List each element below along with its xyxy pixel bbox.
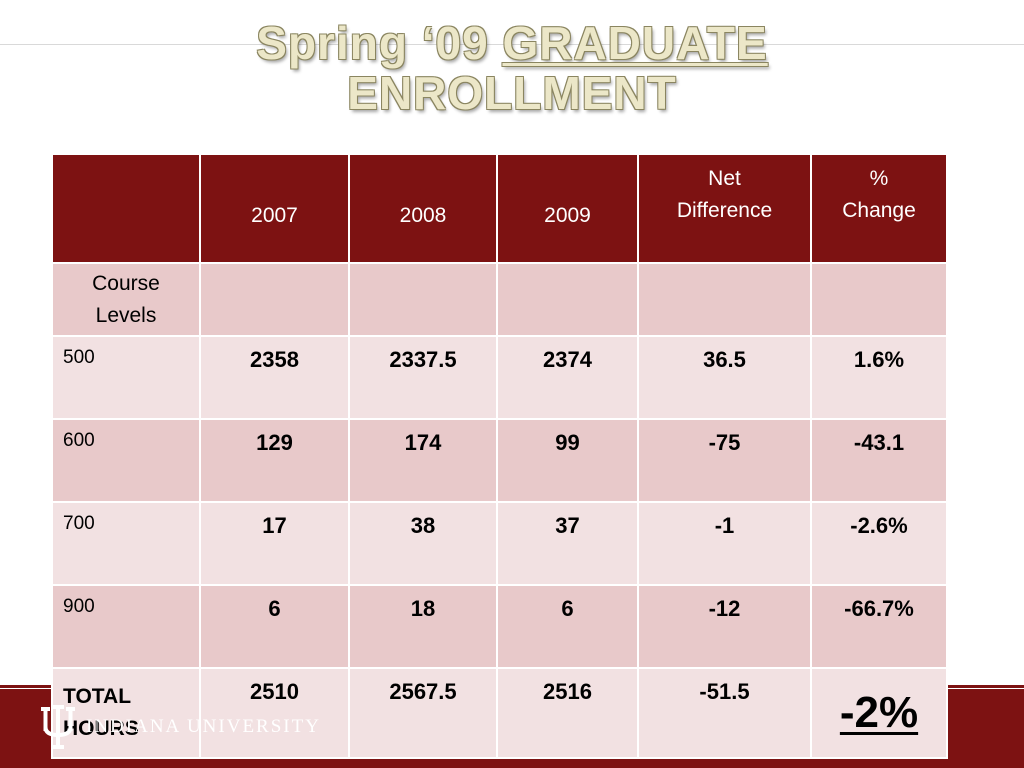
slide-title: Spring ‘09 GRADUATE ENROLLMENT	[0, 18, 1024, 118]
table-cell	[637, 262, 812, 337]
table-header-row: 2007 2008 2009 Net Difference % Change	[51, 153, 948, 264]
table-cell	[810, 262, 948, 337]
top-divider	[0, 44, 1024, 45]
header-pct-line-2: Change	[842, 199, 916, 222]
enrollment-table: 2007 2008 2009 Net Difference % Change C…	[51, 153, 948, 759]
cell-2009: 37	[496, 501, 639, 586]
header-2009: 2009	[496, 153, 639, 264]
cell-2007: 129	[199, 418, 350, 503]
title-line-2: ENROLLMENT	[347, 67, 677, 119]
table-cell	[199, 262, 350, 337]
header-2008: 2008	[348, 153, 498, 264]
row-label: 900	[51, 584, 201, 669]
header-percent-change: % Change	[810, 153, 948, 264]
total-hours-label: TOTAL HOURS	[51, 667, 201, 759]
total-label-line-2: HOURS	[63, 717, 139, 740]
title-line-1: Spring ‘09 GRADUATE	[0, 18, 1024, 68]
course-levels-label: Course Levels	[51, 262, 201, 337]
total-label-line-1: TOTAL	[63, 685, 132, 708]
table-row: 600 129 174 99 -75 -43.1	[51, 418, 948, 503]
total-net: -51.5	[637, 667, 812, 759]
header-net-line-1: Net	[708, 167, 741, 190]
cell-2008: 18	[348, 584, 498, 669]
row-label: 600	[51, 418, 201, 503]
cell-net: -75	[637, 418, 812, 503]
cell-pct: -66.7%	[810, 584, 948, 669]
header-pct-line-1: %	[869, 167, 889, 190]
row-label: 700	[51, 501, 201, 586]
cell-2007: 17	[199, 501, 350, 586]
table-cell	[496, 262, 639, 337]
cell-2008: 174	[348, 418, 498, 503]
cell-2009: 2374	[496, 335, 639, 420]
table-row: 900 6 18 6 -12 -66.7%	[51, 584, 948, 669]
cell-pct: -2.6%	[810, 501, 948, 586]
university-name: INDIANA UNIVERSITY	[86, 716, 321, 737]
header-2007: 2007	[199, 153, 350, 264]
cell-2007: 6	[199, 584, 350, 669]
course-levels-line-1: Course	[92, 271, 160, 295]
cell-net: -12	[637, 584, 812, 669]
cell-2008: 2337.5	[348, 335, 498, 420]
table-row: 500 2358 2337.5 2374 36.5 1.6%	[51, 335, 948, 420]
cell-net: 36.5	[637, 335, 812, 420]
cell-pct: 1.6%	[810, 335, 948, 420]
cell-2007: 2358	[199, 335, 350, 420]
table-row-total: TOTAL HOURS 2510 2567.5 2516 -51.5 -2%	[51, 667, 948, 759]
table-cell	[348, 262, 498, 337]
total-2008: 2567.5	[348, 667, 498, 759]
table-row-course-levels: Course Levels	[51, 262, 948, 337]
title-part-1: Spring ‘09	[256, 17, 503, 69]
cell-2009: 99	[496, 418, 639, 503]
cell-pct: -43.1	[810, 418, 948, 503]
total-2007: 2510	[199, 667, 350, 759]
iu-trident-logo-icon	[41, 705, 75, 749]
table-row: 700 17 38 37 -1 -2.6%	[51, 501, 948, 586]
row-label: 500	[51, 335, 201, 420]
total-2009: 2516	[496, 667, 639, 759]
cell-2008: 38	[348, 501, 498, 586]
cell-2009: 6	[496, 584, 639, 669]
cell-net: -1	[637, 501, 812, 586]
course-levels-line-2: Levels	[95, 303, 157, 327]
total-pct: -2%	[810, 667, 948, 759]
header-empty	[51, 153, 201, 264]
title-graduate: GRADUATE	[502, 17, 768, 69]
header-net-line-2: Difference	[676, 199, 773, 222]
header-net-difference: Net Difference	[637, 153, 812, 264]
